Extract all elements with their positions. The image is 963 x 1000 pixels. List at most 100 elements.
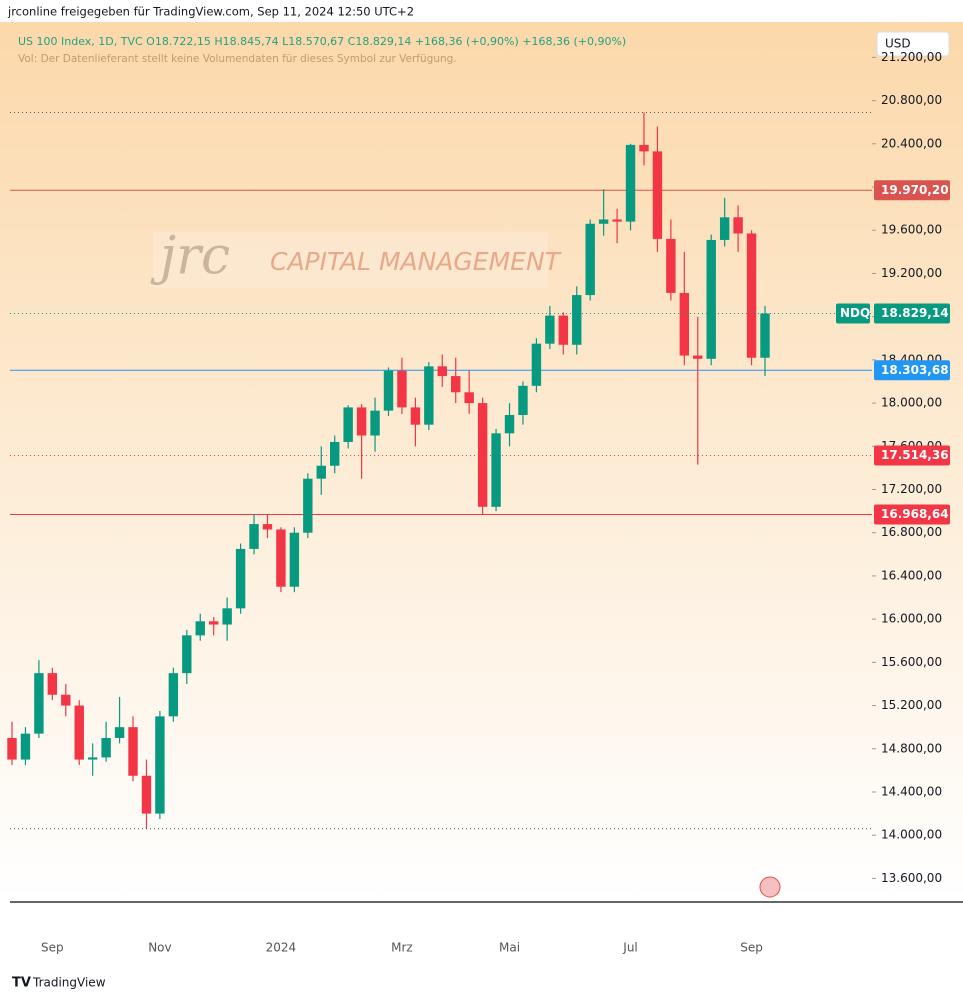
candle-body <box>168 673 179 717</box>
y-tick-label: 20.400,00 <box>881 136 942 150</box>
candle-body <box>639 144 649 152</box>
level-label: 18.303,68 <box>881 363 949 377</box>
candle-body <box>424 366 434 425</box>
candle-body <box>114 727 125 738</box>
y-tick-label: 14.000,00 <box>881 828 942 842</box>
x-tick-label: Jul <box>622 941 637 955</box>
shared-by: jrconline freigegeben für TradingView.co… <box>7 5 414 19</box>
candle-body <box>437 366 447 377</box>
currency-label: USD <box>885 37 911 51</box>
y-tick-label: 19.200,00 <box>881 266 942 280</box>
y-tick-label: 16.000,00 <box>881 612 942 626</box>
symbol-label: NDQ <box>840 306 870 320</box>
x-tick-label: Nov <box>148 941 171 955</box>
level-badge <box>874 445 950 466</box>
candle-body <box>141 775 152 814</box>
level-badge <box>874 504 950 525</box>
candle-body <box>316 465 326 479</box>
candle-body <box>518 385 528 415</box>
candle-body <box>235 548 246 609</box>
candle-body <box>222 608 232 625</box>
candle-body <box>746 233 757 358</box>
y-tick-label: 14.400,00 <box>881 784 942 798</box>
y-tick-label: 21.200,00 <box>881 50 942 64</box>
candle-body <box>625 144 636 222</box>
candle-body <box>612 219 622 222</box>
watermark-box <box>153 232 548 288</box>
candle-body <box>719 217 730 240</box>
symbol-badge <box>836 303 870 324</box>
candle-body <box>397 370 407 408</box>
level-label: 19.970,20 <box>881 183 949 197</box>
candle-body <box>383 370 394 411</box>
candle-body <box>20 733 31 760</box>
candle-body <box>491 433 501 507</box>
watermark: jrc CAPITAL MANAGEMENT <box>150 227 562 288</box>
level-badge <box>874 180 950 201</box>
candle-body <box>679 292 690 356</box>
candle-body <box>504 414 515 434</box>
candle-body <box>74 705 84 760</box>
symbol-legend: US 100 Index, 1D, TVC O18.722,15 H18.845… <box>18 35 626 48</box>
candle-body <box>47 673 58 695</box>
footer-brand: TradingView <box>32 976 106 990</box>
y-tick-label: 18.000,00 <box>881 396 942 410</box>
x-tick-label: Mrz <box>391 941 413 955</box>
price-badge <box>874 303 950 324</box>
watermark-text: CAPITAL MANAGEMENT <box>270 247 562 276</box>
candle-body <box>303 478 313 533</box>
candle-body <box>195 621 205 636</box>
candle-body <box>370 410 380 436</box>
candle-body <box>208 621 219 625</box>
candle-body <box>262 524 273 530</box>
price-label: 18.829,14 <box>881 306 949 320</box>
y-tick-label: 19.600,00 <box>881 223 942 237</box>
candle-body <box>760 313 770 358</box>
level-badge <box>874 360 950 381</box>
x-tick-label: Mai <box>499 941 520 955</box>
candle-body <box>733 217 743 234</box>
event-icon[interactable] <box>759 876 781 898</box>
candle-body <box>155 716 165 814</box>
volume-note: Vol: Der Datenlieferant stellt keine Vol… <box>18 53 457 65</box>
candle-body <box>464 392 474 404</box>
level-label: 16.968,64 <box>881 507 949 521</box>
candle-body <box>545 315 555 344</box>
candle-body <box>101 737 111 758</box>
tv-logo: TV <box>12 976 31 991</box>
candle-body <box>182 635 192 674</box>
candle-body <box>572 295 582 345</box>
candle-body <box>289 532 300 587</box>
candle-body <box>61 694 71 706</box>
candle-body <box>585 223 595 296</box>
x-tick-label: Sep <box>41 941 64 955</box>
y-tick-label: 16.800,00 <box>881 525 942 539</box>
y-tick-label: 20.800,00 <box>881 93 942 107</box>
plot-layer: 13.600,00 14.000,00 14.400,00 14.800,00 15.2… <box>7 50 950 955</box>
candle-body <box>343 407 353 442</box>
y-tick-label: 14.800,00 <box>881 741 942 755</box>
y-tick-label: 17.200,00 <box>881 482 942 496</box>
candle-body <box>666 238 676 293</box>
candle-body <box>531 343 542 386</box>
candle-body <box>7 737 17 760</box>
candle-body <box>34 673 44 734</box>
candle-body <box>330 441 340 466</box>
candle-body <box>356 407 367 436</box>
header-bar <box>0 0 963 22</box>
currency-button[interactable] <box>876 31 950 57</box>
candle-body <box>693 355 703 359</box>
candle-body <box>87 757 98 760</box>
x-tick-label: 2024 <box>266 941 297 955</box>
y-tick-label: 13.600,00 <box>881 871 942 885</box>
candle-body <box>451 376 461 393</box>
candle-body <box>598 219 609 224</box>
candle-body <box>249 524 259 549</box>
candle-body <box>558 315 569 345</box>
y-tick-label: 15.200,00 <box>881 698 942 712</box>
y-tick-label: 16.400,00 <box>881 568 942 582</box>
y-tick-label: 15.600,00 <box>881 655 942 669</box>
candle-body <box>128 727 138 776</box>
